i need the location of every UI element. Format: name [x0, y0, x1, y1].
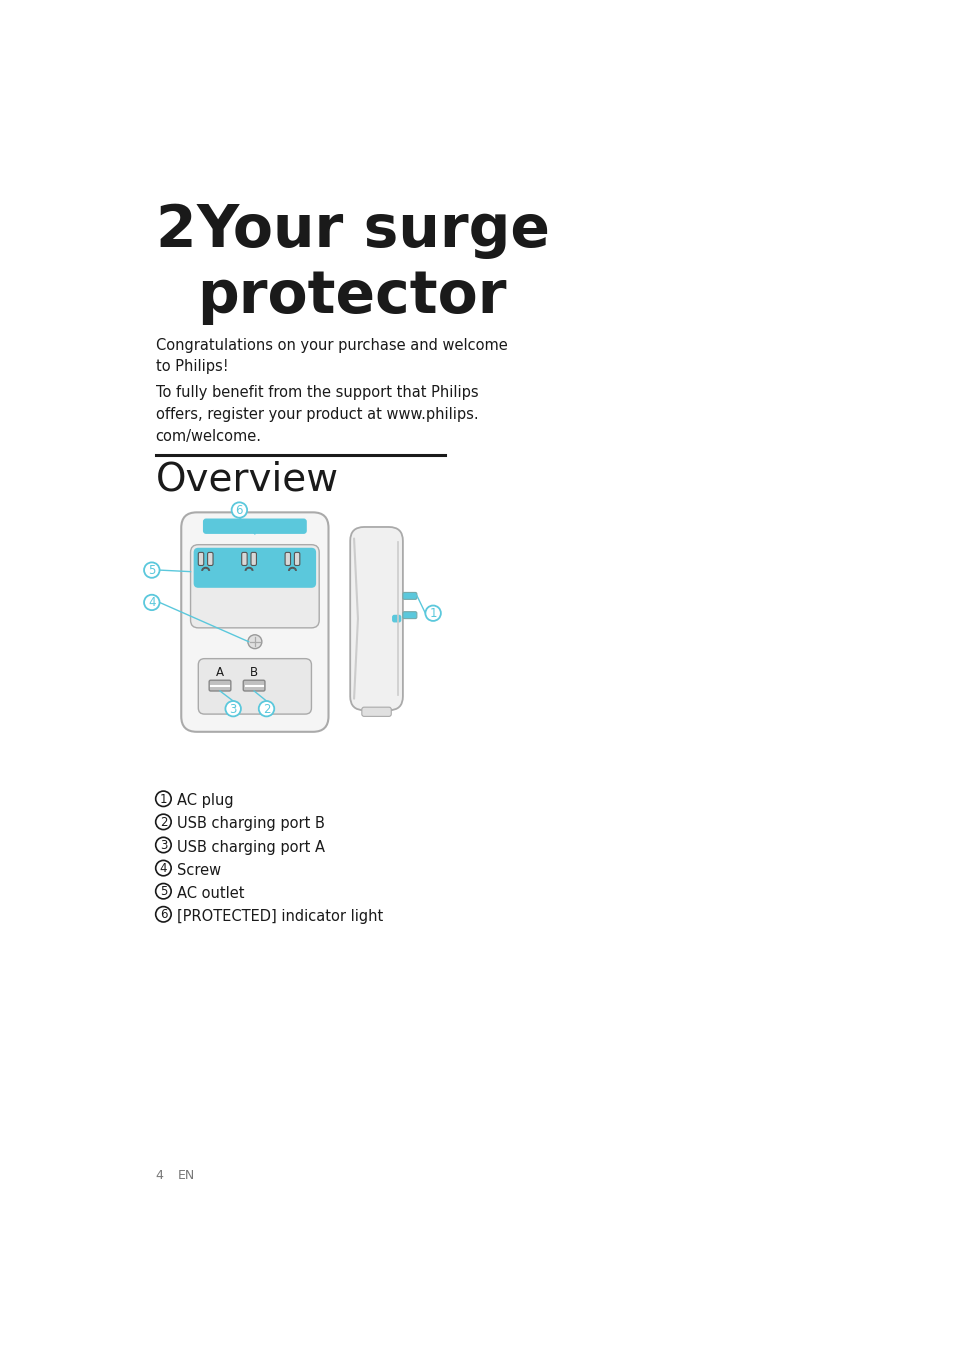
Text: 4: 4 — [155, 1169, 163, 1183]
FancyBboxPatch shape — [208, 552, 213, 566]
Text: 1: 1 — [429, 608, 436, 620]
Text: 3: 3 — [159, 838, 167, 852]
FancyBboxPatch shape — [392, 614, 401, 622]
Text: 3: 3 — [230, 702, 236, 716]
Text: Overview: Overview — [155, 460, 338, 498]
Text: Congratulations on your purchase and welcome
to Philips!: Congratulations on your purchase and wel… — [155, 338, 507, 374]
Text: Your surge
protector: Your surge protector — [196, 202, 550, 325]
Circle shape — [225, 701, 241, 717]
Text: 2: 2 — [155, 202, 196, 259]
Text: 5: 5 — [159, 886, 167, 898]
Text: A: A — [215, 667, 224, 679]
Text: EN: EN — [177, 1169, 194, 1183]
FancyBboxPatch shape — [285, 552, 291, 566]
FancyBboxPatch shape — [402, 593, 416, 599]
Circle shape — [232, 502, 247, 518]
FancyBboxPatch shape — [191, 544, 319, 628]
FancyBboxPatch shape — [193, 548, 315, 587]
Text: 4: 4 — [159, 861, 167, 875]
Circle shape — [155, 883, 171, 899]
Text: 1: 1 — [159, 792, 167, 806]
Text: AC outlet: AC outlet — [177, 886, 245, 900]
Text: 2: 2 — [262, 702, 270, 716]
FancyBboxPatch shape — [402, 612, 416, 618]
Text: B: B — [250, 667, 258, 679]
Circle shape — [248, 634, 261, 648]
Text: 2: 2 — [159, 815, 167, 829]
Text: 4: 4 — [148, 597, 155, 609]
Text: To fully benefit from the support that Philips
offers, register your product at : To fully benefit from the support that P… — [155, 385, 477, 444]
Circle shape — [258, 701, 274, 717]
FancyBboxPatch shape — [203, 518, 307, 533]
Circle shape — [144, 563, 159, 578]
FancyBboxPatch shape — [243, 680, 265, 691]
Text: [PROTECTED] indicator light: [PROTECTED] indicator light — [177, 909, 383, 923]
FancyBboxPatch shape — [294, 552, 299, 566]
FancyBboxPatch shape — [350, 526, 402, 710]
Text: Screw: Screw — [177, 863, 221, 878]
Text: 6: 6 — [235, 504, 243, 517]
FancyBboxPatch shape — [361, 707, 391, 717]
Text: 5: 5 — [148, 564, 155, 576]
Text: AC plug: AC plug — [177, 794, 233, 809]
Circle shape — [155, 907, 171, 922]
Circle shape — [155, 814, 171, 830]
FancyBboxPatch shape — [181, 513, 328, 732]
Circle shape — [425, 606, 440, 621]
Circle shape — [155, 860, 171, 876]
Circle shape — [155, 837, 171, 853]
Text: USB charging port B: USB charging port B — [177, 817, 325, 832]
FancyBboxPatch shape — [198, 659, 311, 714]
FancyBboxPatch shape — [198, 552, 204, 566]
FancyBboxPatch shape — [251, 552, 256, 566]
Text: 6: 6 — [159, 909, 167, 921]
Circle shape — [144, 595, 159, 610]
FancyBboxPatch shape — [209, 680, 231, 691]
FancyBboxPatch shape — [241, 552, 247, 566]
Text: USB charging port A: USB charging port A — [177, 840, 325, 855]
Circle shape — [155, 791, 171, 806]
